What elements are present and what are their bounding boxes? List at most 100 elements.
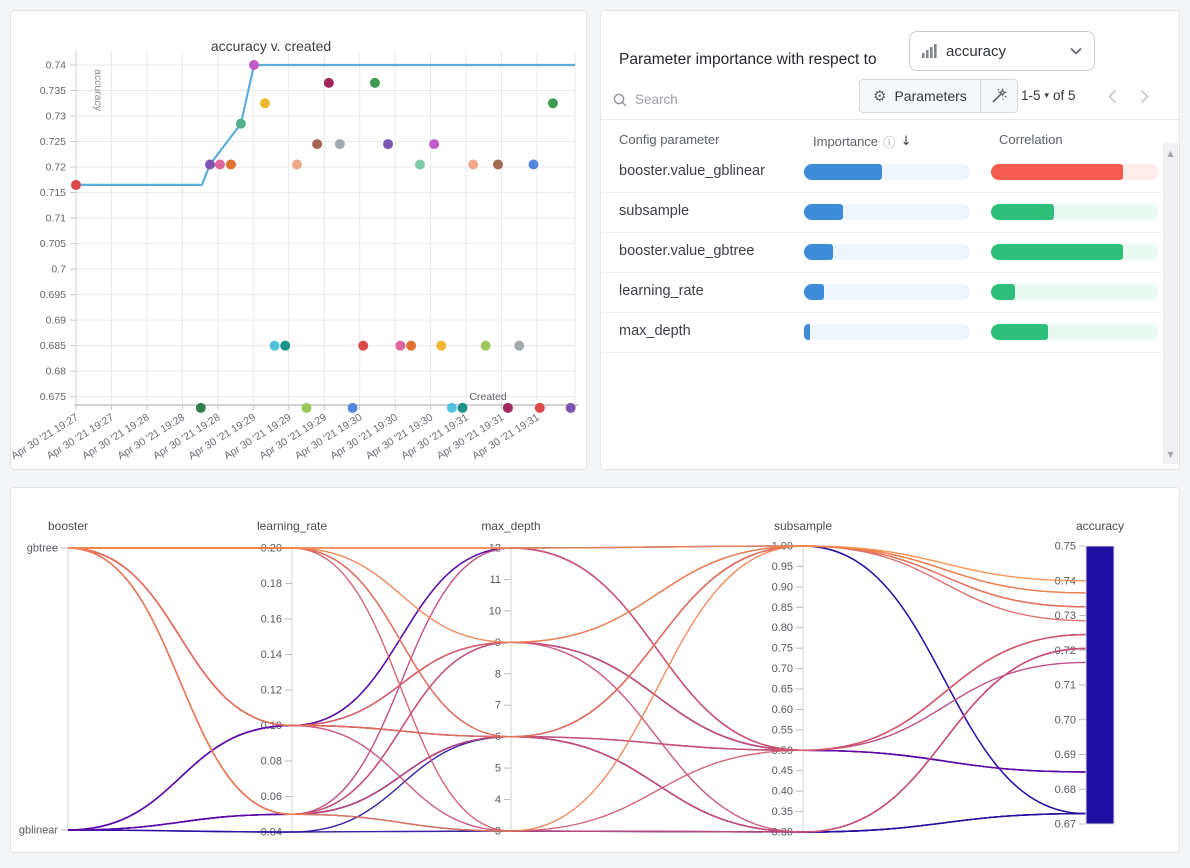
importance-bar [804, 324, 810, 340]
importance-bar-track [804, 324, 970, 340]
correlation-bar-track [991, 284, 1158, 300]
previous-page-button[interactable] [1101, 85, 1123, 107]
svg-text:0.18: 0.18 [261, 578, 282, 590]
scroll-down-icon[interactable]: ▼ [1167, 449, 1174, 459]
metric-selector-value: accuracy [946, 42, 1007, 60]
svg-text:0.73: 0.73 [1055, 610, 1076, 622]
parameters-button-group: ⚙ Parameters [859, 79, 1018, 113]
correlation-bar [991, 244, 1123, 260]
table-row: learning_rate [601, 273, 1161, 313]
pagination-control[interactable]: 1-5 ▾ of 5 [1021, 88, 1076, 103]
parameter-name: booster.value_gblinear [619, 163, 765, 179]
metric-selector-dropdown[interactable]: accuracy [909, 31, 1095, 71]
svg-text:0.735: 0.735 [40, 85, 66, 97]
svg-text:0.705: 0.705 [40, 238, 66, 250]
correlation-bar [991, 324, 1048, 340]
table-row: subsample [601, 193, 1161, 233]
column-header-correlation: Correlation [999, 132, 1063, 147]
correlation-bar [991, 204, 1055, 220]
svg-text:accuracy: accuracy [92, 69, 104, 112]
svg-text:0.7: 0.7 [51, 264, 66, 276]
svg-text:10: 10 [489, 605, 501, 617]
parameter-name: max_depth [619, 323, 691, 339]
scatter-chart: 0.675 0.68 0.685 0.69 0.695 0.7 0.705 0.71 0.715… [9, 38, 579, 462]
svg-text:0.715: 0.715 [40, 187, 66, 199]
svg-text:booster: booster [48, 519, 88, 533]
svg-text:0.08: 0.08 [261, 756, 282, 768]
pagination-range: 1-5 [1021, 88, 1041, 103]
column-header-importance[interactable]: Importance ⓘ ↓ [813, 134, 912, 150]
sort-descending-icon: ↓ [900, 134, 912, 149]
search-box[interactable] [613, 91, 793, 108]
svg-text:0.72: 0.72 [1055, 645, 1076, 657]
svg-text:0.695: 0.695 [40, 289, 66, 301]
correlation-bar-track [991, 204, 1158, 220]
svg-text:0.67: 0.67 [1055, 819, 1076, 831]
table-row: booster.value_gblinear [601, 153, 1161, 193]
svg-text:0.16: 0.16 [261, 614, 282, 626]
chevron-right-icon [1140, 89, 1149, 103]
svg-text:gblinear: gblinear [19, 825, 58, 837]
scatter-panel: 0.675 0.68 0.685 0.69 0.695 0.7 0.705 0.71 0.715… [9, 10, 587, 470]
header-divider [601, 119, 1179, 120]
svg-text:0.12: 0.12 [261, 685, 282, 697]
parameter-table: booster.value_gblinear subsample booster.v… [601, 153, 1161, 353]
correlation-bar-track [991, 324, 1158, 340]
svg-text:0.90: 0.90 [772, 581, 793, 593]
column-header-config-parameter: Config parameter [619, 132, 720, 147]
svg-text:0.85: 0.85 [772, 602, 793, 614]
svg-text:0.80: 0.80 [772, 622, 793, 634]
svg-text:0.06: 0.06 [261, 791, 282, 803]
search-input[interactable] [633, 91, 777, 108]
parallel-coordinates-panel: booster learning_rate max_depth subsample ac… [10, 487, 1180, 853]
parameter-name: learning_rate [619, 283, 704, 299]
svg-text:0.68: 0.68 [1055, 784, 1076, 796]
svg-text:0.70: 0.70 [772, 663, 793, 675]
table-row: max_depth [601, 313, 1161, 353]
magic-wand-icon [992, 87, 1008, 103]
table-scrollbar[interactable]: ▲ ▼ [1163, 143, 1178, 464]
bar-chart-icon [922, 44, 937, 58]
svg-text:0.55: 0.55 [772, 724, 793, 736]
svg-text:0.75: 0.75 [1055, 541, 1076, 553]
svg-text:0.10: 0.10 [261, 720, 282, 732]
svg-text:0.69: 0.69 [46, 315, 67, 327]
parameter-name: booster.value_gbtree [619, 243, 755, 259]
svg-text:0.71: 0.71 [46, 213, 67, 225]
gear-icon: ⚙ [873, 86, 887, 105]
svg-text:max_depth: max_depth [481, 519, 540, 533]
importance-bar-track [804, 164, 970, 180]
search-icon [613, 93, 627, 106]
svg-text:0.68: 0.68 [46, 366, 67, 378]
svg-text:7: 7 [495, 700, 501, 712]
correlation-bar-track [991, 164, 1158, 180]
info-icon: ⓘ [883, 135, 896, 150]
parallel-coordinates-chart: booster learning_rate max_depth subsample ac… [19, 519, 1124, 839]
importance-bar [804, 284, 824, 300]
table-row: booster.value_gbtree [601, 233, 1161, 273]
importance-bar-track [804, 244, 970, 260]
magic-wand-button[interactable] [979, 80, 1017, 112]
importance-bar [804, 244, 834, 260]
parameter-name: subsample [619, 203, 690, 219]
panel-title: Parameter importance with respect to [619, 51, 877, 68]
scroll-up-icon[interactable]: ▲ [1167, 148, 1174, 158]
svg-text:4: 4 [495, 794, 501, 806]
correlation-bar [991, 284, 1016, 300]
svg-text:0.74: 0.74 [46, 60, 67, 72]
svg-text:Created: Created [469, 391, 507, 403]
importance-bar [804, 204, 843, 220]
svg-text:0.72: 0.72 [46, 162, 67, 174]
svg-text:0.73: 0.73 [46, 111, 67, 123]
next-page-button[interactable] [1133, 85, 1155, 107]
correlation-bar-track [991, 244, 1158, 260]
svg-text:0.95: 0.95 [772, 561, 793, 573]
svg-text:0.60: 0.60 [772, 704, 793, 716]
svg-text:0.685: 0.685 [40, 340, 66, 352]
parameters-button[interactable]: ⚙ Parameters [860, 80, 980, 112]
importance-bar [804, 164, 883, 180]
chevron-down-icon [1070, 47, 1082, 55]
svg-text:0.70: 0.70 [1055, 714, 1076, 726]
correlation-bar [991, 164, 1123, 180]
importance-bar-track [804, 204, 970, 220]
